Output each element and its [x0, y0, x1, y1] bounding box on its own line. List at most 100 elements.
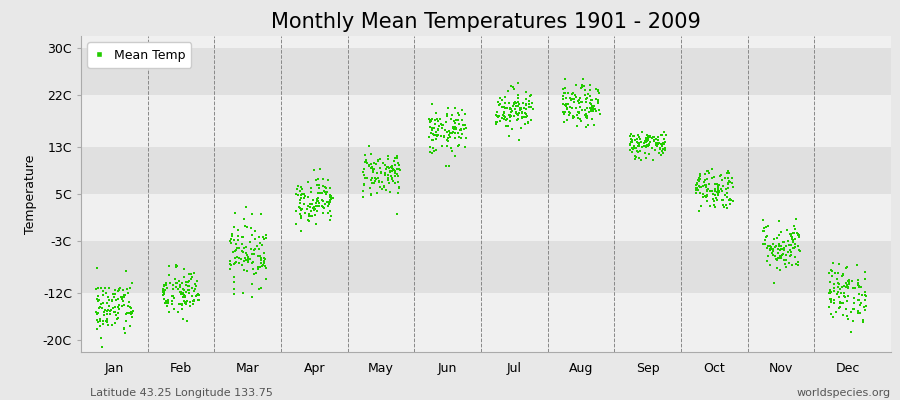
Point	[766, 246, 780, 252]
Point	[186, 296, 201, 303]
Point	[424, 130, 438, 136]
Point	[321, 210, 336, 216]
Point	[823, 290, 837, 296]
Point	[707, 186, 722, 192]
Point	[99, 307, 113, 314]
Point	[235, 262, 249, 268]
Point	[388, 170, 402, 176]
Point	[255, 263, 269, 269]
Point	[510, 103, 525, 109]
Point	[785, 236, 799, 243]
Point	[310, 195, 324, 202]
Point	[823, 286, 837, 293]
Point	[372, 178, 386, 185]
Point	[227, 290, 241, 297]
Point	[565, 96, 580, 102]
Point	[781, 249, 796, 256]
Point	[322, 201, 337, 207]
Point	[392, 184, 406, 190]
Point	[295, 191, 310, 197]
Point	[655, 146, 670, 153]
Point	[310, 194, 325, 201]
Point	[117, 302, 131, 308]
Point	[125, 280, 140, 286]
Point	[102, 284, 116, 291]
Point	[832, 261, 846, 267]
Point	[577, 83, 591, 90]
Point	[246, 259, 260, 266]
Point	[248, 246, 263, 252]
Point	[652, 140, 666, 146]
Point	[646, 138, 661, 144]
Point	[573, 116, 588, 122]
Point	[718, 186, 733, 192]
Point	[446, 126, 461, 132]
Point	[305, 212, 320, 219]
Point	[324, 196, 338, 202]
Point	[836, 300, 850, 306]
Point	[711, 185, 725, 192]
Point	[238, 256, 253, 263]
Point	[254, 285, 268, 292]
Point	[442, 132, 456, 138]
Point	[116, 294, 130, 300]
Bar	[81, 294, 891, 340]
Point	[647, 134, 662, 140]
Point	[452, 142, 466, 148]
Point	[364, 192, 378, 198]
Point	[316, 204, 330, 210]
Point	[187, 281, 202, 287]
Point	[712, 182, 726, 189]
Point	[173, 282, 187, 288]
Point	[787, 230, 801, 236]
Point	[170, 309, 184, 315]
Point	[489, 112, 503, 118]
Point	[503, 112, 517, 118]
Point	[711, 191, 725, 197]
Point	[381, 152, 395, 159]
Point	[714, 172, 728, 178]
Point	[372, 177, 386, 184]
Point	[856, 316, 870, 323]
Point	[519, 96, 534, 102]
Point	[427, 125, 441, 131]
Point	[785, 233, 799, 240]
Point	[824, 289, 838, 296]
Point	[310, 198, 324, 204]
Point	[156, 292, 170, 298]
Point	[427, 137, 441, 143]
Point	[440, 142, 454, 149]
Point	[840, 313, 854, 320]
Point	[160, 303, 175, 310]
Point	[428, 117, 442, 124]
Point	[120, 286, 134, 293]
Point	[520, 113, 535, 119]
Point	[391, 173, 405, 179]
Point	[834, 273, 849, 279]
Point	[571, 98, 585, 104]
Point	[322, 208, 337, 214]
Point	[777, 239, 791, 246]
Point	[567, 98, 581, 105]
Point	[187, 270, 202, 276]
Point	[434, 133, 448, 140]
Point	[643, 132, 657, 139]
Point	[509, 110, 524, 117]
Point	[323, 185, 338, 191]
Point	[641, 136, 655, 143]
Bar	[81, 147, 891, 194]
Point	[625, 138, 639, 145]
Point	[247, 251, 261, 258]
Point	[359, 157, 374, 163]
Point	[518, 102, 533, 108]
Point	[559, 103, 573, 110]
Point	[832, 286, 847, 292]
Point	[321, 203, 336, 209]
Point	[94, 301, 109, 308]
Point	[430, 132, 445, 138]
Point	[173, 289, 187, 296]
Point	[315, 183, 329, 190]
Point	[497, 108, 511, 115]
Point	[626, 146, 641, 152]
Point	[289, 208, 303, 214]
